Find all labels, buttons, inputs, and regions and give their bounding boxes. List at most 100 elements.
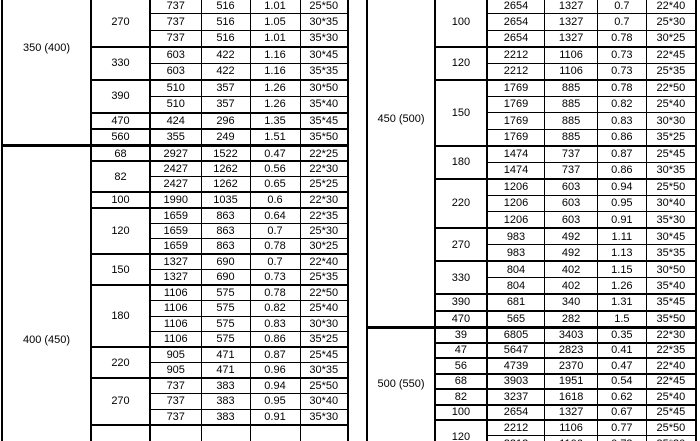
table-row: 1769 885 0.83 30*30	[367, 112, 697, 130]
value-cell: 1474	[486, 144, 546, 163]
value-cell: 1951	[544, 372, 598, 390]
value-cell: 0.7	[249, 253, 301, 270]
value-cell: 575	[200, 284, 251, 301]
rpm-cell: 56	[434, 357, 488, 374]
rpm-cell: 560	[90, 128, 151, 146]
value-cell: 603	[149, 62, 202, 80]
value-cell: 1.05	[249, 13, 301, 31]
value-cell: 402	[544, 277, 598, 295]
table-row: 180 1474 737 0.87 25*45	[367, 144, 697, 179]
value-cell: 0.64	[249, 206, 301, 224]
value-cell: 575	[200, 300, 251, 317]
table-row: 737 383 0.91 35*30	[2, 408, 349, 425]
value-cell: 3403	[544, 325, 598, 343]
value-cell: 0.67	[596, 403, 647, 421]
value-cell: 314	[200, 423, 251, 441]
rpm-cell: 100	[434, 0, 488, 47]
value-cell: 357	[200, 78, 251, 97]
value-cell: 737	[544, 144, 598, 163]
value-cell: 737	[149, 408, 202, 425]
value-cell: 0.73	[596, 435, 647, 441]
value-cell: 603	[149, 423, 202, 441]
value-cell: 0.73	[249, 269, 301, 286]
table-pane-left: 350 (400) 270 737 516 1.01 25*50 737 516 1.05 30*…	[1, 0, 349, 441]
size-cell: 30*30	[645, 112, 697, 130]
value-cell: 737	[149, 13, 202, 31]
value-cell: 1659	[149, 222, 202, 239]
size-cell: 22*30	[299, 160, 349, 177]
value-cell: 383	[200, 393, 251, 410]
value-cell: 603	[544, 194, 598, 212]
table-row: 220 1206 603 0.94 25*50	[367, 177, 697, 229]
value-cell: 1.16	[249, 62, 301, 80]
value-cell: 0.83	[249, 315, 301, 332]
value-cell: 3903	[486, 372, 546, 390]
value-cell: 1106	[544, 62, 598, 80]
value-cell: 1.16	[249, 45, 301, 64]
value-cell: 402	[544, 260, 598, 278]
size-cell: 22*50	[299, 284, 349, 301]
value-cell: 355	[149, 128, 202, 146]
value-cell: 885	[544, 78, 598, 97]
size-cell: 35*50	[299, 128, 349, 146]
size-cell: 22*25	[299, 144, 349, 162]
rpm-cell: 100	[90, 191, 151, 208]
value-cell: 1.15	[596, 260, 647, 278]
value-cell: 0.35	[596, 325, 647, 343]
value-cell: 1327	[149, 253, 202, 270]
value-cell: 863	[200, 222, 251, 239]
size-cell: 35*50	[645, 309, 697, 328]
rpm-cell: 270	[434, 227, 488, 262]
value-cell: 2212	[486, 62, 546, 80]
rpm-cell: 120	[434, 419, 488, 441]
value-cell: 1.5	[596, 309, 647, 328]
value-cell: 575	[200, 331, 251, 348]
size-cell: 30*35	[299, 13, 349, 31]
size-cell: 35*35	[645, 244, 697, 262]
value-cell: 2654	[486, 13, 546, 31]
table-row: 500 (550) 39 6805 3403 0.35 22*30	[366, 325, 697, 441]
value-cell: 0.54	[596, 372, 647, 390]
value-cell: 0.91	[596, 211, 647, 229]
size-cell: 30*25	[645, 29, 697, 47]
value-cell: 690	[200, 253, 251, 270]
size-cell: 25*50	[645, 177, 697, 196]
value-cell: 0.95	[596, 194, 647, 212]
value-cell: 0.6	[249, 191, 301, 208]
table-row: 220 905 471 0.87 25*45	[2, 346, 349, 379]
value-cell: 510	[149, 95, 202, 113]
value-cell: 737	[149, 0, 202, 14]
value-cell: 0.82	[249, 300, 301, 317]
value-cell: 0.73	[596, 62, 647, 80]
section-label-cell: 400 (450)	[1, 144, 92, 441]
value-cell: 1769	[486, 112, 546, 130]
table-row: 560 355 249 1.51 35*50	[2, 128, 349, 146]
value-cell: 422	[200, 45, 251, 64]
value-cell: 1.35	[249, 111, 301, 130]
value-cell: 2927	[149, 144, 202, 162]
rpm-cell: 270	[90, 0, 151, 47]
value-cell: 0.96	[249, 362, 301, 379]
table-row: 56 4739 2370 0.47 22*40	[367, 357, 697, 374]
value-cell: 1327	[149, 269, 202, 286]
value-cell: 0.47	[249, 144, 301, 162]
size-cell: 25*35	[299, 269, 349, 286]
section-label-cell: 450 (500)	[366, 0, 437, 328]
value-cell: 575	[200, 315, 251, 332]
value-cell: 1327	[544, 13, 598, 31]
value-cell: 2427	[149, 176, 202, 193]
size-cell: 35*40	[645, 277, 697, 295]
rpm-cell: 390	[90, 78, 151, 113]
value-cell: 0.95	[249, 393, 301, 410]
value-cell: 0.78	[596, 78, 647, 97]
value-cell: 383	[200, 408, 251, 425]
rpm-cell: 330	[434, 260, 488, 295]
value-cell: 1769	[486, 95, 546, 113]
value-cell: 1106	[544, 419, 598, 436]
value-cell: 1106	[149, 300, 202, 317]
size-cell: 22*45	[645, 372, 697, 390]
value-cell: 1262	[200, 176, 251, 193]
